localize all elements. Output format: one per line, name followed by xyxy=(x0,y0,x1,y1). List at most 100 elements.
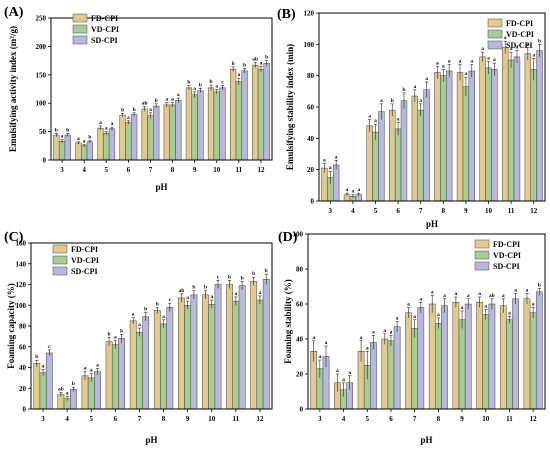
y-tick-label: 20 xyxy=(296,371,304,379)
y-tick-label: 80 xyxy=(19,323,27,331)
y-axis-title: Emulsifying activity index (m²/g) xyxy=(8,26,18,152)
bar-fd-cpi-ph5 xyxy=(366,125,373,202)
legend-swatch-vd-cpi xyxy=(72,24,88,34)
legend-swatch-fd-cpi xyxy=(72,13,88,23)
y-tick-label: 80 xyxy=(296,266,304,274)
significance-letter: a xyxy=(342,377,345,383)
x-tick-label: 5 xyxy=(374,207,378,215)
significance-letter: a xyxy=(325,340,328,346)
significance-letter: a xyxy=(532,302,535,308)
significance-letter: b xyxy=(121,107,124,113)
significance-letter: b xyxy=(155,98,158,104)
bar-sd-cpi-ph12 xyxy=(263,63,270,161)
x-tick-label: 9 xyxy=(193,166,197,174)
significance-letter: ab xyxy=(178,288,184,294)
significance-letter: a xyxy=(374,118,377,124)
significance-letter: a xyxy=(323,157,326,163)
significance-letter: a xyxy=(455,291,458,297)
x-tick-label: 7 xyxy=(138,415,142,423)
bar-fd-cpi-ph6 xyxy=(381,338,389,410)
bar-sd-cpi-ph11 xyxy=(512,298,519,410)
x-tick-label: 12 xyxy=(257,166,265,174)
bar-vd-cpi-ph6 xyxy=(394,128,402,202)
significance-letter: a xyxy=(193,86,196,92)
y-tick-label: 60 xyxy=(296,301,304,309)
bar-sd-cpi-ph10 xyxy=(491,69,498,202)
bar-vd-cpi-ph3 xyxy=(58,141,66,161)
bar-sd-cpi-ph6 xyxy=(393,326,401,410)
x-tick-label: 11 xyxy=(506,415,513,423)
bar-fd-cpi-ph8 xyxy=(163,104,170,161)
y-tick-label: 0 xyxy=(23,406,27,414)
bar-sd-cpi-ph10 xyxy=(219,87,226,161)
x-tick-label: 7 xyxy=(419,207,423,215)
bar-sd-cpi-ph4 xyxy=(86,141,94,161)
significance-letter: a xyxy=(357,187,360,193)
x-tick-label: 4 xyxy=(342,415,346,423)
x-tick-label: 12 xyxy=(256,415,264,423)
significance-letter: b xyxy=(243,63,246,69)
plot-frame xyxy=(30,242,273,410)
legend-label: SD-CPI xyxy=(91,36,118,45)
y-tick-label: 0 xyxy=(43,157,47,165)
x-tick-label: 9 xyxy=(464,207,468,215)
significance-letter: a xyxy=(171,97,174,103)
significance-letter: a xyxy=(413,314,416,320)
legend-swatch-sd-cpi xyxy=(72,35,88,45)
x-tick-label: 8 xyxy=(442,207,446,215)
significance-letter: b xyxy=(204,285,207,291)
bar-vd-cpi-ph12 xyxy=(530,69,537,202)
significance-letter: a xyxy=(138,322,141,328)
x-axis-title: pH xyxy=(426,219,438,229)
x-tick-label: 9 xyxy=(460,415,464,423)
significance-letter: b xyxy=(144,307,147,313)
significance-letter: a xyxy=(467,293,470,299)
bar-sd-cpi-ph11 xyxy=(238,285,246,410)
x-tick-label: 9 xyxy=(186,415,190,423)
x-axis-title: pH xyxy=(420,435,432,445)
significance-letter: a xyxy=(383,328,386,334)
bar-vd-cpi-ph8 xyxy=(435,323,442,410)
significance-letter: a xyxy=(260,60,263,66)
legend: FD-CPI VD-CPI SD-CPI xyxy=(72,13,119,45)
significance-letter: a xyxy=(493,57,496,63)
bar-vd-cpi-ph9 xyxy=(458,319,466,410)
panel-label: (C) xyxy=(4,230,24,245)
significance-letter: a xyxy=(437,312,440,318)
bar-fd-cpi-ph12 xyxy=(524,53,532,202)
y-tick-label: 140 xyxy=(16,260,27,268)
significance-letter: b xyxy=(72,381,75,387)
significance-letter: a xyxy=(470,59,473,65)
bar-vd-cpi-ph5 xyxy=(87,377,95,410)
bar-fd-cpi-ph3 xyxy=(53,134,60,161)
significance-letter: a xyxy=(413,84,416,90)
significance-letter: a xyxy=(397,117,400,123)
bar-fd-cpi-ph9 xyxy=(178,297,185,410)
bar-fd-cpi-ph9 xyxy=(456,72,464,202)
x-tick-label: 8 xyxy=(171,166,175,174)
significance-letter: ab xyxy=(252,56,258,62)
legend-swatch-fd-cpi xyxy=(474,239,490,249)
x-tick-label: 3 xyxy=(318,415,322,423)
bar-vd-cpi-ph9 xyxy=(184,305,192,410)
bar-fd-cpi-ph3 xyxy=(33,363,41,410)
bar-fd-cpi-ph12 xyxy=(523,298,531,410)
panel-label: (A) xyxy=(4,5,24,20)
y-tick-label: 50 xyxy=(39,128,47,136)
significance-letter: b xyxy=(538,38,541,44)
bar-vd-cpi-ph12 xyxy=(257,68,265,161)
bar-fd-cpi-ph7 xyxy=(141,108,148,161)
significance-letter: a xyxy=(186,295,189,301)
bar-fd-cpi-ph11 xyxy=(229,68,237,161)
bar-vd-cpi-ph11 xyxy=(506,319,513,410)
significance-letter: a xyxy=(96,363,99,369)
significance-letter: c xyxy=(48,344,51,350)
bar-fd-cpi-ph10 xyxy=(479,56,486,202)
y-tick-label: 20 xyxy=(307,166,315,174)
x-tick-label: 4 xyxy=(351,207,355,215)
x-tick-label: 8 xyxy=(437,415,441,423)
significance-letter: a xyxy=(484,303,487,309)
bar-sd-cpi-ph9 xyxy=(464,303,472,410)
